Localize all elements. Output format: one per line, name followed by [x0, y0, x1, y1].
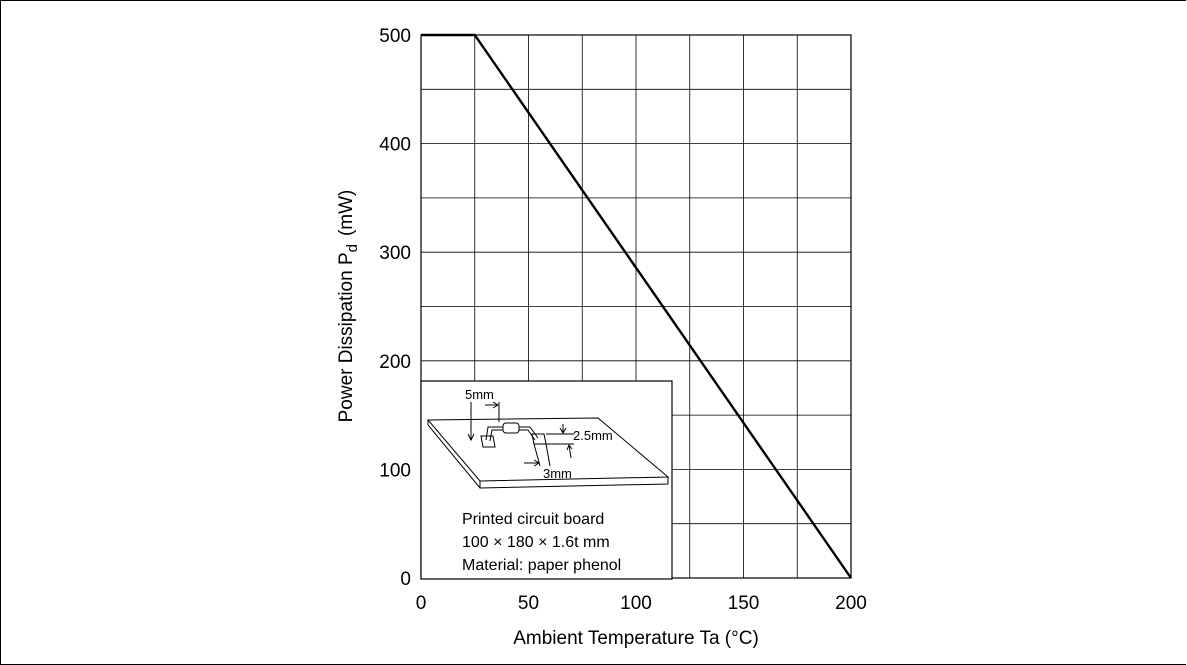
x-tick-labels: 0 50 100 150 200: [416, 593, 867, 614]
y-tick-label: 500: [379, 26, 411, 47]
x-tick-label: 100: [620, 593, 652, 614]
y-axis-label: Power Dissipation Pd (mW): [336, 190, 361, 423]
y-tick-label: 0: [400, 569, 411, 590]
y-axis-label-unit: (mW): [336, 190, 357, 236]
y-tick-label: 400: [379, 135, 411, 156]
y-tick-label: 100: [379, 460, 411, 481]
y-axis-label-subscript: d: [344, 244, 361, 252]
y-tick-label: 300: [379, 243, 411, 264]
y-tick-label: 200: [379, 352, 411, 373]
y-axis-label-main: Power Dissipation P: [336, 252, 357, 422]
x-tick-label: 200: [835, 593, 867, 614]
series-group: [421, 33, 852, 579]
dim-5mm-label: 5mm: [465, 387, 494, 402]
inset-line-3: Material: paper phenol: [462, 557, 621, 574]
inset-line-1: Printed circuit board: [462, 511, 604, 528]
pcb-board-drawing: [426, 401, 670, 489]
dim-2-5mm-label: 2.5mm: [573, 428, 613, 443]
x-axis-label: Ambient Temperature Ta (°C): [513, 628, 759, 649]
pcb-inset: 5mm 2.5mm 3mm Printed circuit board 100 …: [420, 380, 673, 580]
y-tick-labels: 0 100 200 300 400 500: [379, 26, 411, 590]
derating-curve: [421, 33, 852, 579]
x-tick-label: 0: [416, 593, 427, 614]
x-tick-label: 50: [518, 593, 539, 614]
inset-line-2: 100 × 180 × 1.6t mm: [462, 534, 610, 551]
x-tick-label: 150: [728, 593, 760, 614]
dim-3mm-label: 3mm: [543, 466, 572, 481]
